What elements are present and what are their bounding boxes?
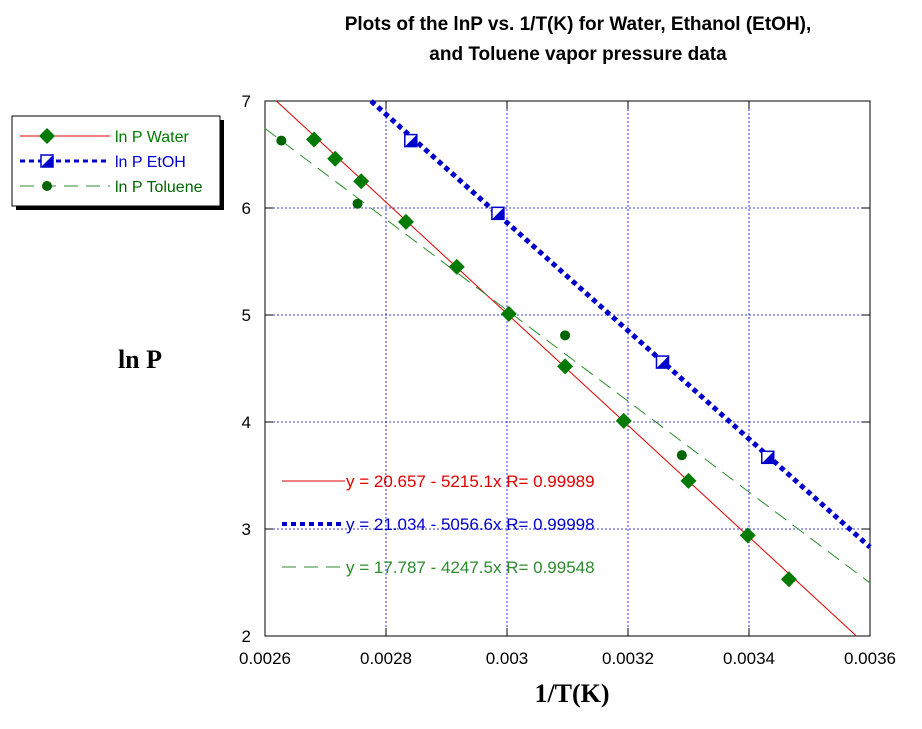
fit-equations: y = 20.657 - 5215.1x R= 0.99989 y = 21.03… (282, 472, 595, 577)
diamond-marker (397, 213, 414, 230)
y-tick-label: 5 (242, 306, 251, 325)
x-tick-label: 0.0032 (602, 649, 654, 668)
fit-line-2 (264, 128, 871, 584)
diamond-marker (680, 472, 697, 489)
data-point-2 (676, 450, 687, 461)
plot-area (264, 100, 871, 637)
fit-equation-2: y = 17.787 - 4247.5x R= 0.99548 (346, 558, 595, 577)
x-tick-label: 0.0034 (723, 649, 775, 668)
data-point-0 (557, 358, 574, 375)
chart-title: Plots of the lnP vs. 1/T(K) for Water, E… (345, 14, 812, 65)
data-point-0 (680, 472, 697, 489)
x-tick-label: 0.003 (486, 649, 529, 668)
circle-marker (560, 330, 571, 341)
data-point-0 (448, 258, 465, 275)
data-point-2 (352, 198, 363, 209)
legend: ln P Water ln P EtOH ln P Toluene (11, 115, 224, 210)
legend-label-1: ln P EtOH (115, 154, 186, 171)
data-point-2 (560, 330, 571, 341)
x-axis-label: 1/T(K) (534, 679, 609, 708)
data-point-0 (780, 571, 797, 588)
tick-labels: 0.0026 0.0028 0.003 0.0032 0.0034 0.0036 2 3 4 5 6… (239, 92, 896, 668)
y-tick-label: 6 (242, 199, 251, 218)
y-tick-label: 7 (242, 92, 251, 111)
fit-line-1 (369, 99, 872, 550)
diamond-marker (353, 173, 370, 190)
data-point-1 (404, 133, 418, 148)
half-fill (41, 155, 53, 167)
y-tick-label: 3 (242, 520, 251, 539)
chart-title-line-1: Plots of the lnP vs. 1/T(K) for Water, E… (345, 14, 812, 35)
data-point-0 (615, 412, 632, 429)
diamond-marker (448, 258, 465, 275)
x-tick-label: 0.0026 (239, 649, 291, 668)
diamond-marker (327, 150, 344, 167)
circle-marker (42, 181, 52, 191)
data-points (276, 131, 797, 588)
half-fill (656, 356, 669, 369)
data-point-0 (500, 305, 517, 322)
legend-marker-2 (42, 181, 52, 191)
circle-marker (352, 198, 363, 209)
x-tick-label: 0.0036 (844, 649, 896, 668)
y-tick-label: 4 (242, 413, 251, 432)
legend-marker-1 (40, 154, 54, 168)
diamond-marker (306, 131, 323, 148)
diamond-marker (557, 358, 574, 375)
fit-equation-1: y = 21.034 - 5056.6x R= 0.99998 (346, 515, 595, 534)
diamond-marker (615, 412, 632, 429)
chart-title-line-2: and Toluene vapor pressure data (429, 44, 727, 65)
data-point-0 (327, 150, 344, 167)
legend-label-2: ln P Toluene (115, 179, 203, 196)
half-fill (404, 134, 417, 147)
legend-label-0: ln P Water (115, 129, 189, 146)
data-point-0 (739, 527, 756, 544)
legend-marker-0 (39, 128, 55, 144)
half-fill (761, 451, 774, 464)
diamond-marker (780, 571, 797, 588)
diamond-marker (500, 305, 517, 322)
data-point-1 (655, 355, 670, 369)
grid (264, 100, 871, 637)
data-point-0 (353, 173, 370, 190)
data-point-1 (761, 450, 775, 465)
fit-equation-0: y = 20.657 - 5215.1x R= 0.99989 (346, 472, 595, 491)
data-point-2 (276, 135, 287, 146)
data-point-0 (397, 213, 414, 230)
y-tick-label: 2 (242, 627, 251, 646)
diamond-marker (39, 128, 55, 144)
circle-marker (276, 135, 287, 146)
diamond-marker (739, 527, 756, 544)
x-tick-label: 0.0028 (360, 649, 412, 668)
half-fill (491, 207, 504, 220)
data-point-1 (491, 206, 505, 221)
data-point-0 (306, 131, 323, 148)
y-axis-label: ln P (118, 345, 162, 374)
circle-marker (676, 450, 687, 461)
